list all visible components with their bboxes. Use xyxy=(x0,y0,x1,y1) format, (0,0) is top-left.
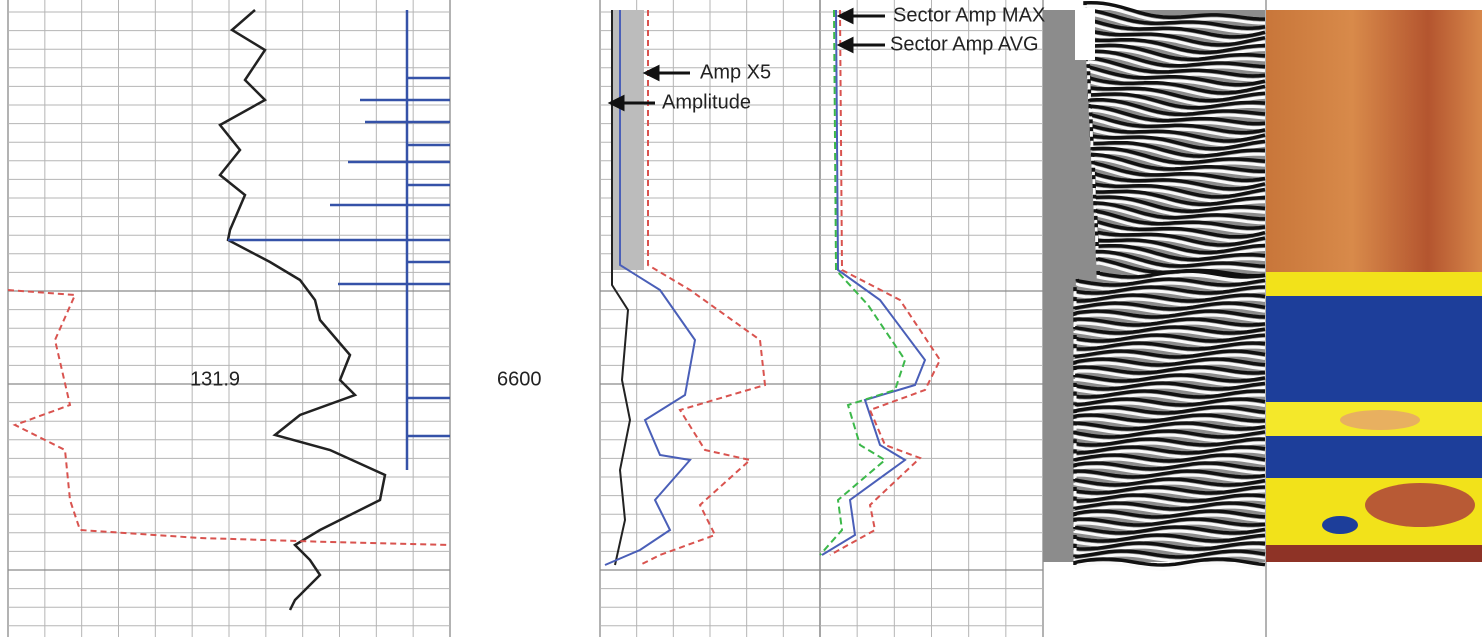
acoustic-image xyxy=(1043,0,1266,571)
image-stripe xyxy=(1073,501,1266,511)
resistivity-curve xyxy=(7,289,451,546)
image-stripe xyxy=(1073,317,1266,327)
image-stripe xyxy=(1083,0,1266,21)
image-stripe xyxy=(1073,445,1266,455)
sector-amp-curve xyxy=(829,9,942,556)
image-stripe xyxy=(1073,365,1266,375)
image-stripe xyxy=(1073,433,1266,443)
image-stripe xyxy=(1090,146,1266,165)
image-stripe xyxy=(1083,5,1266,25)
image-stripe xyxy=(1093,208,1266,230)
image-stripe xyxy=(1073,533,1266,543)
image-stripe xyxy=(1096,257,1266,278)
image-stripe xyxy=(1073,549,1266,559)
image-stripe xyxy=(1073,493,1266,503)
image-stripe xyxy=(1073,301,1266,311)
gamma-curve xyxy=(218,9,387,611)
image-stripe xyxy=(1073,529,1266,539)
image-stripe xyxy=(1073,477,1266,487)
image-stripe xyxy=(1095,253,1266,272)
image-stripe xyxy=(1073,389,1266,399)
image-stripe xyxy=(1073,333,1266,343)
amplitude-curve xyxy=(611,10,632,566)
image-stripe xyxy=(1091,160,1266,183)
image-stripe xyxy=(1093,205,1266,225)
image-stripe xyxy=(1096,269,1266,279)
image-stripe xyxy=(1073,345,1266,355)
image-stripe xyxy=(1073,469,1266,479)
amp-x5-curve xyxy=(639,10,767,566)
sector-max-curve xyxy=(821,9,927,556)
image-stripe xyxy=(1075,277,1266,287)
image-stripe xyxy=(1073,373,1266,383)
image-stripe xyxy=(1073,285,1266,295)
image-stripe xyxy=(1073,341,1266,351)
image-stripe xyxy=(1093,201,1266,221)
image-stripe xyxy=(1073,525,1266,535)
image-stripe xyxy=(1073,465,1266,475)
image-stripe xyxy=(1073,453,1266,463)
image-stripe xyxy=(1073,325,1266,335)
image-stripe xyxy=(1075,281,1266,291)
image-stripe xyxy=(1092,194,1266,213)
image-stripe xyxy=(1073,329,1266,339)
image-stripe xyxy=(1073,309,1266,319)
image-stripe xyxy=(1073,421,1266,431)
image-stripe xyxy=(1089,123,1266,147)
image-stripe xyxy=(1073,485,1266,495)
image-stripe xyxy=(1073,561,1266,571)
image-stripe xyxy=(1073,413,1266,423)
image-stripe xyxy=(1088,112,1266,135)
annotation-arrows xyxy=(607,7,885,112)
image-stripe xyxy=(1073,509,1266,519)
image-stripe xyxy=(1073,297,1266,307)
image-stripe xyxy=(1073,481,1266,491)
image-stripe xyxy=(1094,215,1266,239)
image-stripe xyxy=(1073,381,1266,391)
image-stripe xyxy=(1073,293,1266,303)
depth-label: 6600 xyxy=(497,368,542,390)
image-stripe xyxy=(1089,119,1266,143)
image-stripe xyxy=(1091,167,1266,191)
image-stripe xyxy=(1073,361,1266,371)
annotation: Sector Amp AVG xyxy=(890,33,1039,55)
image-stripe xyxy=(1073,541,1266,551)
image-stripe xyxy=(1073,461,1266,471)
image-stripe xyxy=(1073,449,1266,459)
annotation: Amplitude xyxy=(662,91,751,113)
image-stripe xyxy=(1073,405,1266,415)
image-stripe xyxy=(1086,64,1266,87)
depth-value: 131.9 xyxy=(190,368,240,390)
image-stripe xyxy=(1073,429,1266,439)
image-stripe xyxy=(1095,249,1266,269)
image-stripe xyxy=(1073,437,1266,447)
image-stripe xyxy=(1073,357,1266,367)
image-stripe xyxy=(1091,156,1266,177)
amplitude-fill xyxy=(612,10,644,270)
amp-curve xyxy=(604,10,697,566)
image-stripe xyxy=(1073,313,1266,323)
image-stripe xyxy=(1088,98,1266,117)
image-stripe xyxy=(1073,349,1266,359)
image-stripe xyxy=(1073,557,1266,567)
image-stripe xyxy=(1073,497,1266,507)
image-stripe xyxy=(1088,107,1266,130)
image-stripe xyxy=(1073,513,1266,523)
image-stripe xyxy=(1088,103,1266,126)
annotation: Sector Amp MAX xyxy=(893,4,1045,26)
color-image xyxy=(1266,10,1482,562)
sector-avg-curve xyxy=(819,9,907,556)
image-stripe xyxy=(1073,517,1266,527)
annotation: Amp X5 xyxy=(700,61,771,83)
image-stripe xyxy=(1090,140,1266,162)
image-stripe xyxy=(1090,152,1266,174)
image-stripe xyxy=(1073,397,1266,407)
blue-spikes xyxy=(228,10,450,470)
